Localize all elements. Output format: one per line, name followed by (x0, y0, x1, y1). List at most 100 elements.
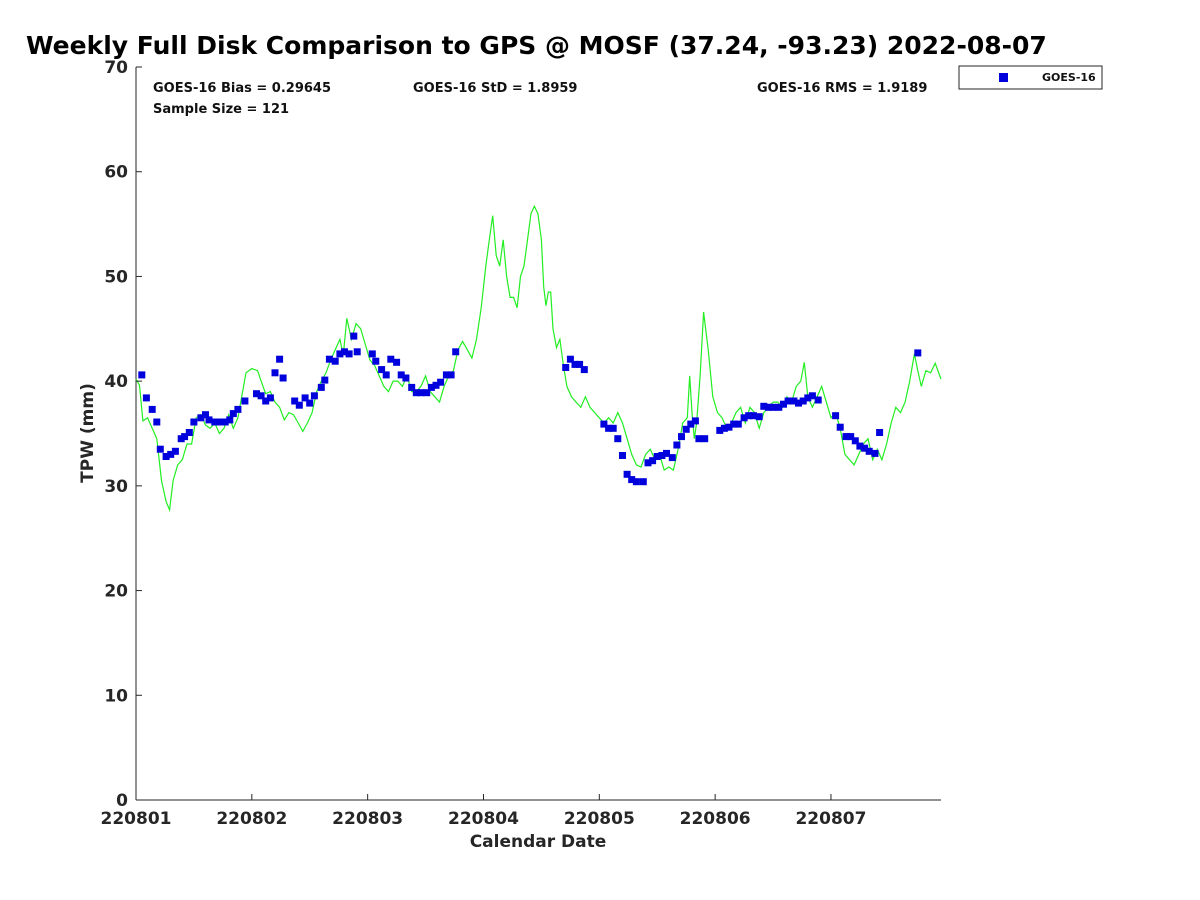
y-tick-label: 10 (104, 686, 128, 706)
goes-point (257, 392, 265, 400)
goes-point (725, 423, 733, 431)
goes-point (382, 371, 390, 379)
goes-point (673, 441, 681, 449)
goes-point (861, 444, 869, 452)
chart-title: Weekly Full Disk Comparison to GPS @ MOS… (26, 31, 1047, 60)
legend: GOES-16 (958, 65, 1103, 90)
goes-point (799, 397, 807, 405)
goes-point (614, 435, 622, 443)
goes-point (605, 424, 613, 432)
plot-area: 220801 220802 220803 220804 220805 220806 2208… (101, 58, 942, 829)
x-tick-label: 220804 (448, 809, 519, 829)
goes-point (393, 358, 401, 366)
x-tick-label: 220801 (101, 809, 172, 829)
goes-point (325, 355, 333, 363)
goes-point (571, 360, 579, 368)
goes-point (271, 369, 279, 377)
goes-point (639, 478, 647, 486)
goes-point (368, 350, 376, 358)
goes-point (350, 332, 358, 340)
goes-point (442, 371, 450, 379)
y-tick-label: 0 (116, 791, 128, 811)
goes-point (452, 348, 460, 356)
goes-point (851, 437, 859, 445)
goes-point (760, 402, 768, 410)
std-stat: GOES-16 StD = 1.8959 (413, 81, 577, 96)
goes-point (842, 433, 850, 441)
goes-point (148, 405, 156, 413)
goes-point (412, 389, 420, 397)
goes-point (780, 400, 787, 408)
goes-point (784, 397, 792, 405)
goes-point (769, 403, 777, 411)
y-tick-label: 60 (104, 163, 128, 183)
goes-point (682, 425, 690, 433)
goes-point (814, 396, 822, 404)
goes-point (447, 371, 455, 379)
goes-point (653, 453, 661, 460)
goes-point (266, 394, 274, 402)
goes-point (668, 454, 676, 462)
y-tick-label: 40 (104, 372, 128, 392)
goes-point (804, 394, 812, 402)
goes-point (619, 452, 626, 459)
goes-point (408, 383, 416, 391)
goes-point (687, 420, 695, 428)
x-tick-label: 220806 (680, 809, 751, 829)
goes-point (576, 360, 584, 368)
y-ticks: 0 10 20 30 40 50 60 70 (104, 58, 142, 811)
x-tick-label: 220803 (332, 809, 403, 829)
goes-point (678, 433, 685, 441)
goes-point (387, 355, 395, 363)
goes-point (740, 414, 748, 422)
goes-point (691, 417, 699, 425)
goes-point (808, 392, 816, 400)
legend-box (958, 65, 1103, 90)
goes-point (632, 478, 640, 486)
goes-point (226, 416, 234, 424)
goes-point (701, 435, 709, 443)
goes-point (865, 447, 873, 455)
goes-point (566, 355, 574, 363)
goes-point (253, 390, 260, 398)
goes-point (138, 371, 146, 379)
goes-point (162, 453, 170, 460)
goes-point (856, 442, 864, 450)
goes-point (181, 433, 189, 441)
goes-point (734, 420, 742, 428)
goes-point (142, 394, 150, 402)
goes-point (423, 389, 431, 397)
goes-point (730, 420, 738, 428)
goes-point (291, 397, 299, 405)
legend-label: GOES-16 (1042, 71, 1096, 84)
goes-point (336, 350, 344, 358)
gps-line (135, 204, 942, 513)
goes-point (241, 397, 249, 405)
legend-marker (999, 73, 1008, 82)
goes-point (720, 424, 728, 432)
goes-point (755, 413, 763, 421)
y-tick-label: 50 (104, 267, 128, 287)
goes-point (353, 348, 361, 356)
gps-series (135, 204, 942, 513)
goes-point (197, 414, 205, 422)
goes-point (764, 403, 772, 411)
goes-point (276, 355, 284, 363)
goes-point (185, 429, 193, 436)
bias-stat: GOES-16 Bias = 0.29645 (153, 81, 331, 96)
goes-point (190, 418, 198, 426)
goes-point (310, 392, 318, 400)
goes-point (205, 416, 213, 424)
goes-series (138, 332, 922, 486)
y-tick-label: 30 (104, 477, 128, 497)
goes-point (229, 410, 237, 418)
goes-point (580, 366, 588, 374)
goes-point (279, 374, 287, 382)
y-axis-label: TPW (mm) (78, 383, 98, 483)
goes-point (600, 420, 608, 428)
goes-point (234, 405, 242, 413)
goes-point (623, 470, 631, 478)
goes-point (871, 449, 879, 457)
goes-point (716, 426, 724, 434)
